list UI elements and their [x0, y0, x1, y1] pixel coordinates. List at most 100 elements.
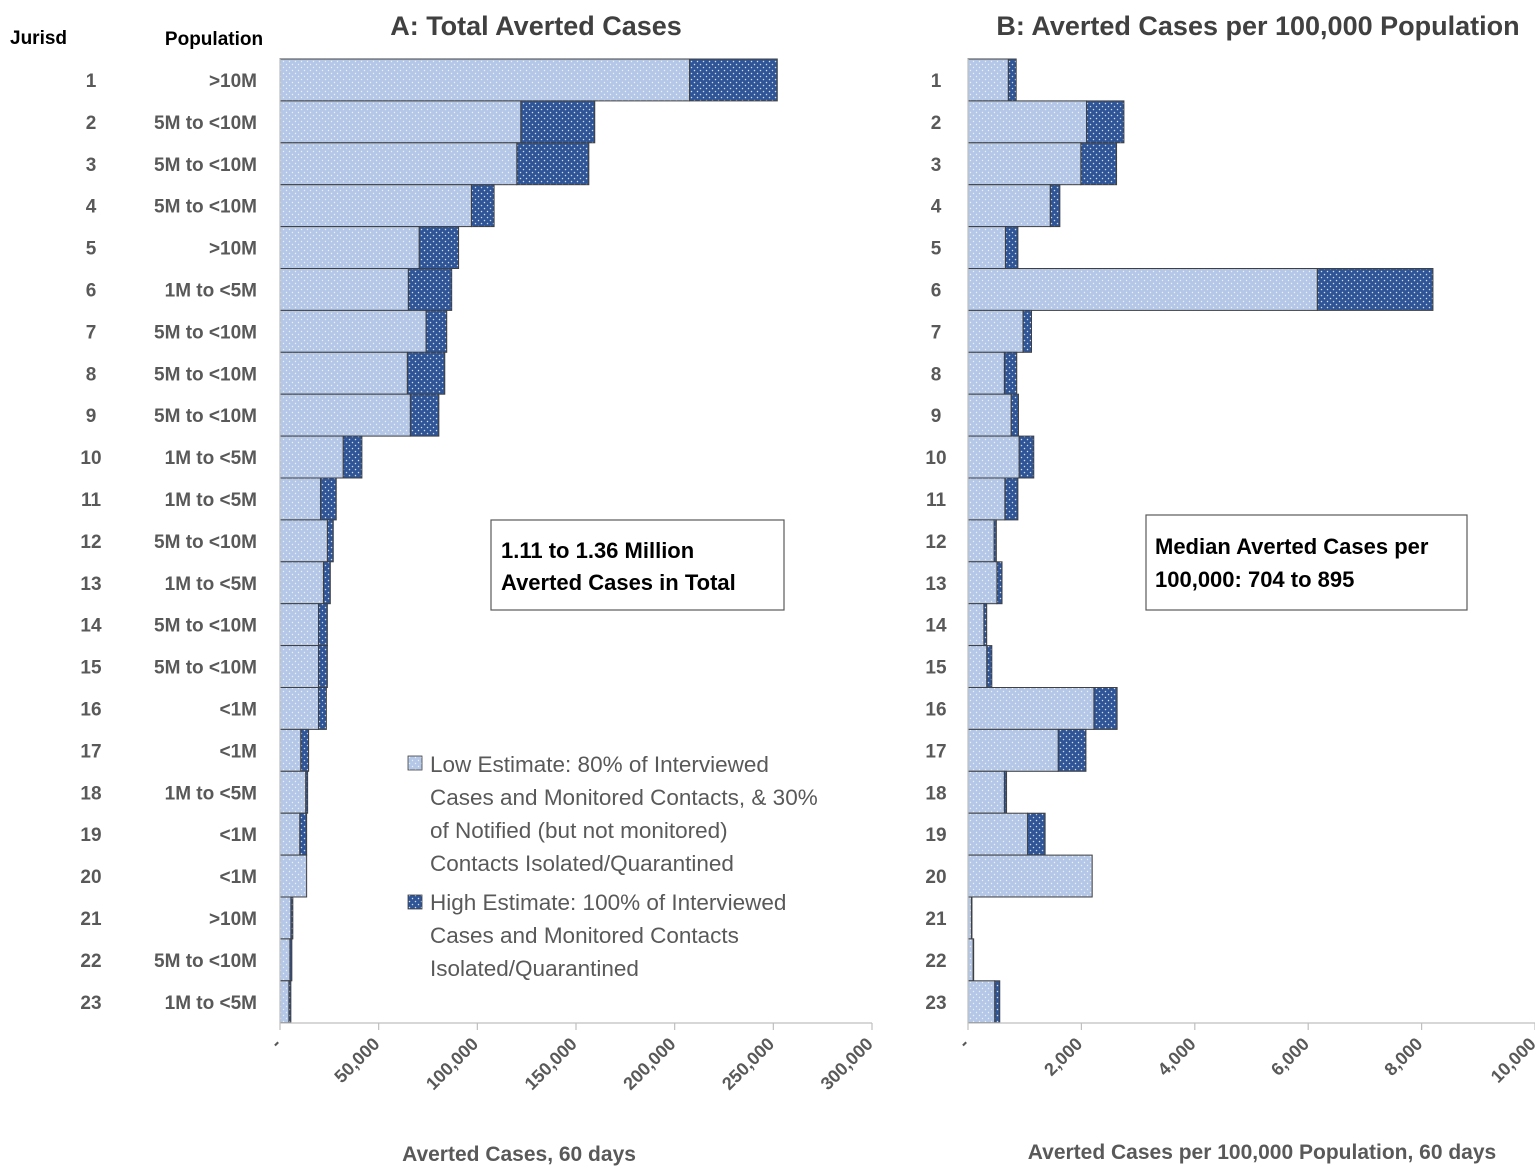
chart-a-x-label: Averted Cases, 60 days — [402, 1143, 636, 1166]
bar-low-jurisd-16 — [279, 687, 319, 730]
bar-high-jurisd-11 — [1004, 477, 1019, 521]
legend: Low Estimate: 80% of Interviewed Cases a… — [407, 752, 818, 981]
x-tick-label: 10,000 — [1487, 1034, 1535, 1087]
bar-low-jurisd-7 — [967, 309, 1024, 353]
jurisdiction-label: 8 — [86, 364, 97, 385]
jurisdiction-label: 10 — [80, 448, 101, 469]
x-tick-label: - — [266, 1034, 284, 1052]
bar-low-jurisd-13 — [279, 561, 324, 605]
bar-high-jurisd-2 — [520, 100, 596, 144]
bar-low-jurisd-8 — [279, 351, 408, 395]
legend-high-line-1: High Estimate: 100% of Interviewed — [430, 890, 786, 915]
population-label: 5M to <10M — [154, 951, 257, 972]
population-label: <1M — [220, 741, 258, 762]
bar-low-jurisd-9 — [279, 393, 411, 437]
population-label: 5M to <10M — [154, 364, 257, 385]
jurisdiction-label: 17 — [80, 741, 101, 762]
bar-high-jurisd-12 — [326, 519, 334, 563]
bar-low-jurisd-1 — [279, 58, 690, 102]
bar-high-jurisd-13 — [322, 561, 331, 605]
bar-low-jurisd-14 — [279, 603, 319, 647]
bar-low-jurisd-7 — [279, 309, 427, 353]
population-label: 5M to <10M — [154, 322, 257, 343]
jurisdiction-label: 4 — [86, 197, 97, 218]
jurisdiction-label: 16 — [925, 699, 946, 720]
bar-high-jurisd-19 — [299, 812, 308, 856]
bar-high-jurisd-5 — [418, 226, 460, 270]
bar-high-jurisd-10 — [342, 435, 363, 479]
legend-low-line-2: Cases and Monitored Contacts, & 30% — [430, 785, 818, 810]
bar-high-jurisd-10 — [1018, 435, 1035, 479]
bar-low-jurisd-20 — [279, 854, 308, 898]
bar-low-jurisd-2 — [967, 100, 1088, 144]
x-tick-label: 6,000 — [1267, 1034, 1313, 1080]
jurisdiction-label: 2 — [86, 113, 97, 134]
header-population: Population — [165, 29, 263, 50]
annotation-a-line-1: 1.11 to 1.36 Million — [501, 538, 694, 563]
population-label: 5M to <10M — [154, 616, 257, 637]
bar-high-jurisd-17 — [1057, 728, 1087, 772]
jurisdiction-label: 10 — [925, 448, 946, 469]
x-tick-label: 300,000 — [817, 1034, 877, 1094]
bar-high-jurisd-1 — [688, 58, 778, 102]
population-label: 5M to <10M — [154, 406, 257, 427]
bar-high-jurisd-3 — [1080, 142, 1118, 186]
jurisdiction-label: 5 — [931, 239, 942, 260]
jurisdiction-label: 18 — [80, 783, 101, 804]
population-label: 5M to <10M — [154, 113, 257, 134]
bar-low-jurisd-12 — [967, 519, 995, 563]
chart-a-title: A: Total Averted Cases — [390, 11, 682, 41]
jurisdiction-label: 13 — [925, 574, 946, 595]
x-tick-label: 250,000 — [718, 1034, 778, 1094]
bar-low-jurisd-15 — [967, 645, 988, 688]
bar-high-jurisd-16 — [1093, 687, 1118, 730]
population-label: 5M to <10M — [154, 532, 257, 553]
x-tick-label: 4,000 — [1154, 1034, 1200, 1080]
population-label: 1M to <5M — [165, 448, 257, 469]
bar-high-jurisd-4 — [470, 184, 495, 228]
bar-high-jurisd-4 — [1049, 184, 1061, 228]
population-label: 1M to <5M — [165, 280, 257, 301]
jurisdiction-label: 15 — [80, 658, 102, 679]
jurisdiction-label: 7 — [86, 322, 97, 343]
bar-high-jurisd-8 — [406, 351, 446, 395]
population-label: <1M — [220, 867, 258, 888]
bar-low-jurisd-11 — [967, 477, 1006, 521]
jurisdiction-label: 12 — [925, 532, 946, 553]
population-label: 1M to <5M — [165, 574, 257, 595]
bar-low-jurisd-11 — [279, 477, 321, 521]
bar-high-jurisd-19 — [1027, 812, 1046, 856]
jurisdiction-label: 11 — [81, 490, 102, 511]
legend-high-line-2: Cases and Monitored Contacts — [430, 923, 739, 948]
bar-low-jurisd-19 — [279, 812, 301, 856]
population-label: <1M — [220, 699, 258, 720]
jurisdiction-label: 23 — [925, 993, 946, 1014]
jurisdiction-label: 6 — [86, 280, 97, 301]
bar-high-jurisd-9 — [1010, 393, 1019, 437]
jurisdiction-label: 15 — [925, 658, 947, 679]
jurisdiction-label: 4 — [931, 197, 942, 218]
bar-low-jurisd-14 — [967, 603, 985, 647]
jurisdiction-label: 22 — [925, 951, 946, 972]
legend-low-swatch — [407, 755, 423, 771]
jurisdiction-label: 16 — [80, 699, 101, 720]
bar-low-jurisd-4 — [967, 184, 1051, 228]
bar-low-jurisd-4 — [279, 184, 472, 228]
bar-low-jurisd-20 — [967, 854, 1093, 898]
chart-b-title: B: Averted Cases per 100,000 Population — [996, 11, 1519, 41]
bar-high-jurisd-7 — [1022, 309, 1033, 353]
bar-low-jurisd-21 — [279, 896, 292, 940]
bar-low-jurisd-5 — [279, 226, 420, 270]
x-tick-label: 200,000 — [619, 1034, 679, 1094]
population-label: 5M to <10M — [154, 155, 257, 176]
population-label: 5M to <10M — [154, 658, 257, 679]
bar-low-jurisd-16 — [967, 687, 1095, 730]
jurisdiction-label: 7 — [931, 322, 942, 343]
bar-high-jurisd-13 — [996, 561, 1003, 605]
bar-low-jurisd-22 — [967, 938, 974, 982]
jurisdiction-label: 1 — [86, 71, 97, 92]
x-tick-label: 50,000 — [330, 1034, 383, 1087]
